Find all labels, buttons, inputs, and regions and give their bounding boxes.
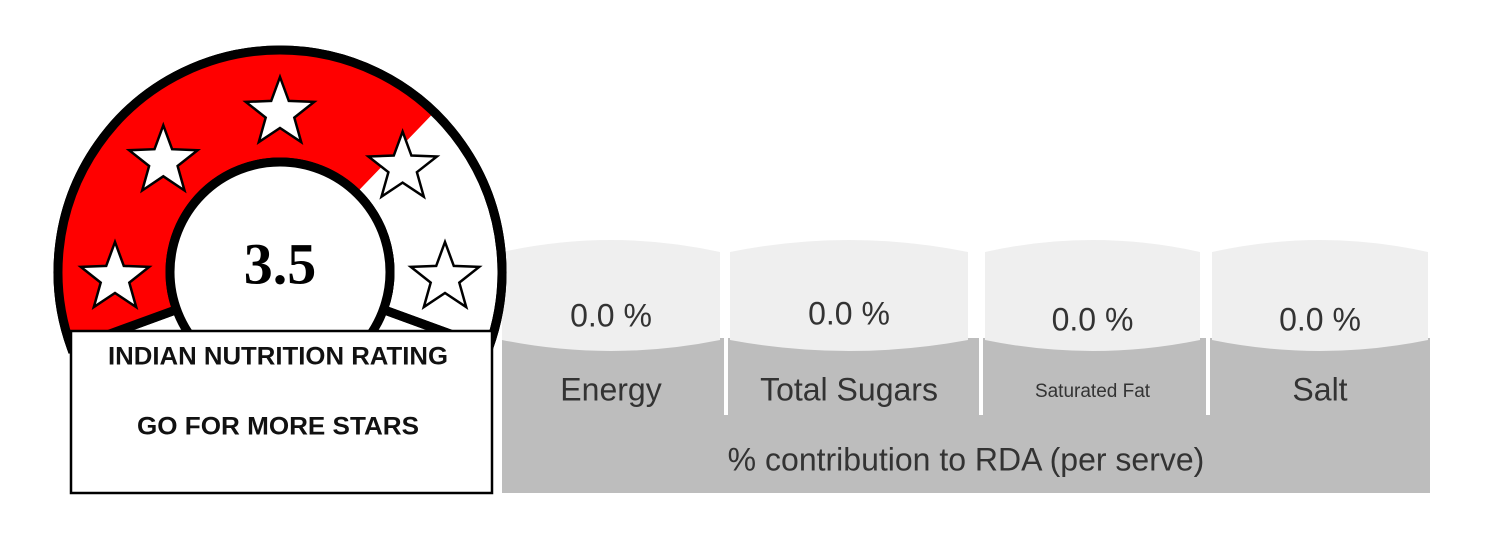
- nutrient-value: 0.0 %: [570, 297, 652, 333]
- nutrient-value: 0.0 %: [1279, 301, 1361, 337]
- rating-title: INDIAN NUTRITION RATING: [108, 343, 448, 371]
- nutrient-value: 0.0 %: [1052, 301, 1134, 337]
- nutrient-value: 0.0 %: [808, 295, 890, 331]
- rda-panel: [502, 338, 1430, 493]
- column-top: [985, 240, 1200, 351]
- star: [125, 121, 202, 194]
- star: [407, 238, 483, 311]
- nutrient-label: Energy: [560, 371, 661, 407]
- nutrient-label: Total Sugars: [760, 371, 938, 407]
- rating-fill: [58, 49, 435, 348]
- column-top: [730, 240, 968, 351]
- nutrient-label: Saturated Fat: [1035, 381, 1151, 402]
- rating-box: [69, 329, 494, 495]
- star: [242, 73, 318, 146]
- star: [77, 238, 153, 311]
- nutrient-label: Salt: [1292, 371, 1347, 407]
- rating-value: 3.5: [244, 231, 317, 296]
- column-top: [502, 240, 720, 351]
- rating-subtitle: GO FOR MORE STARS: [137, 413, 419, 441]
- rda-caption: % contribution to RDA (per serve): [728, 441, 1205, 477]
- star: [364, 127, 441, 200]
- column-top: [1212, 240, 1428, 351]
